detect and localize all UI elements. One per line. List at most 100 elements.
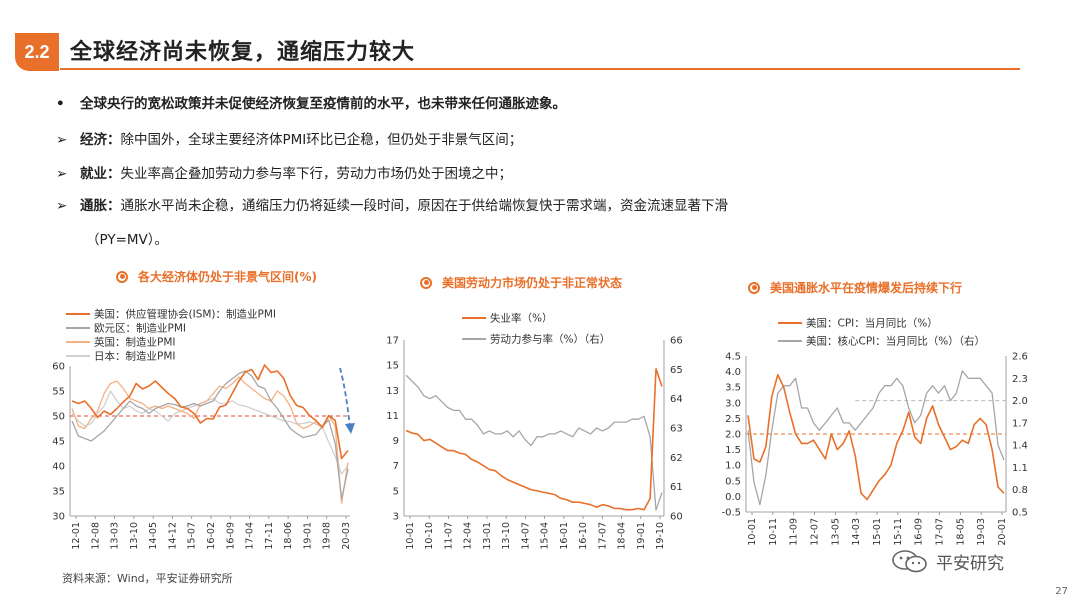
legend-label: 欧元区：制造业PMI: [94, 322, 186, 335]
y-tick-label: 55: [52, 387, 65, 398]
x-tick-label: 20-01: [997, 518, 1008, 546]
bullet-marker: •: [56, 96, 65, 112]
x-tick-label: 13-10: [501, 522, 512, 550]
x-tick-label: 13-01: [482, 522, 493, 550]
chart-3-title: 美国通胀水平在疫情爆发后持续下行: [748, 279, 962, 296]
x-tick-label: 16-09: [225, 522, 236, 550]
chart-2-title-text: 美国劳动力市场仍处于非正常状态: [442, 276, 623, 290]
target-icon: [748, 281, 760, 294]
x-tick-label: 18-06: [283, 522, 294, 550]
y-right-tick-label: 0.5: [1012, 508, 1028, 519]
y-tick-label: 7: [393, 461, 399, 472]
x-tick-label: 13-10: [129, 522, 140, 550]
y-tick-label: 1.5: [725, 445, 741, 456]
arrow-marker-icon: ➢: [56, 132, 68, 148]
x-tick-label: 14-05: [148, 522, 159, 550]
chart-3-inflation: -0.5 0.0 0.5 1.0 1.5 2.0 2.5 3.0 3.5 4.0 4.5 0.5 0.8…: [721, 317, 1028, 546]
trend-arrow-head-icon: [345, 423, 355, 434]
bullet-2: ➢ 经济：除中国外，全球主要经济体PMI环比已企稳，但仍处于非景气区间；: [56, 128, 522, 148]
y-right-tick-label: 60: [670, 512, 683, 523]
x-tick-label: 14-12: [167, 522, 178, 550]
y-tick-label: 3.5: [725, 383, 741, 394]
series-line-1: [71, 370, 349, 500]
series-line-1: [747, 370, 1005, 506]
x-tick-label: 10-10: [424, 522, 435, 550]
y-right-tick-label: 1.4: [1012, 441, 1028, 452]
y-tick-label: 17: [386, 336, 399, 347]
y-right-tick-label: 65: [670, 365, 683, 376]
y-tick-label: 40: [52, 462, 65, 473]
y-tick-label: 45: [52, 437, 65, 448]
x-tick-label: 16-01: [559, 522, 570, 550]
watermark-text: 平安研究: [936, 553, 1004, 574]
series-line-3: [71, 390, 349, 475]
x-tick-label: 16-09: [914, 518, 925, 546]
x-tick-label: 10-01: [405, 522, 416, 550]
x-tick-label: 17-04: [245, 522, 256, 550]
y-tick-label: 4.5: [725, 352, 741, 363]
x-tick-label: 13-03: [110, 522, 121, 550]
series-line-1: [405, 374, 663, 511]
x-tick-label: 10-11: [768, 518, 779, 546]
x-tick-label: 15-04: [540, 522, 551, 550]
x-tick-label: 19-10: [655, 522, 666, 550]
trend-arrow-icon: [339, 367, 351, 429]
y-tick-label: 5: [393, 486, 399, 497]
page-number: 27: [1055, 586, 1068, 597]
watermark: 平安研究: [890, 548, 1004, 574]
bullet-4-continuation: （PY=MV）。: [86, 232, 169, 248]
legend-label: 日本：制造业PMI: [94, 350, 176, 363]
y-right-tick-label: 62: [670, 453, 683, 464]
x-tick-label: 17-11: [264, 522, 275, 550]
chart-3-title-text: 美国通胀水平在疫情爆发后持续下行: [770, 281, 963, 295]
x-tick-label: 12-07: [810, 518, 821, 546]
bullet-text: 失业率高企叠加劳动力参与率下行，劳动力市场仍处于困境之中；: [120, 166, 513, 182]
y-right-tick-label: 2.6: [1012, 352, 1028, 363]
x-tick-label: 17-07: [935, 518, 946, 546]
x-tick-label: 12-04: [463, 522, 474, 550]
x-tick-label: 12-08: [90, 522, 101, 550]
x-tick-label: 11-09: [789, 518, 800, 546]
arrow-marker-icon: ➢: [56, 198, 68, 214]
x-tick-label: 18-04: [617, 522, 628, 550]
chart-1-title: 各大经济体仍处于非景气区间(%): [116, 268, 317, 285]
x-tick-label: 19-01: [636, 522, 647, 550]
y-tick-label: 11: [386, 411, 399, 422]
target-icon: [420, 276, 432, 289]
x-tick-label: 12-01: [71, 522, 82, 550]
y-right-tick-label: 1.1: [1012, 463, 1028, 474]
section-number: 2.2: [24, 41, 50, 62]
y-tick-label: 2.5: [725, 414, 741, 425]
y-tick-label: 0.0: [725, 492, 741, 503]
x-tick-label: 16-02: [206, 522, 217, 550]
bullet-label: 通胀：: [80, 198, 121, 214]
x-tick-label: 16-10: [578, 522, 589, 550]
bullet-4: ➢ 通胀：通胀水平尚未企稳，通缩压力仍将延续一段时间，原因在于供给端恢复快于需求端…: [56, 194, 728, 214]
x-tick-label: 18-05: [955, 518, 966, 546]
legend-label: 失业率（%）: [490, 312, 552, 325]
x-tick-label: 15-01: [872, 518, 883, 546]
y-tick-label: 30: [52, 512, 65, 523]
x-tick-label: 19-08: [322, 522, 333, 550]
legend-label: 英国：制造业PMI: [94, 336, 176, 349]
legend-label: 劳动力参与率（%）（右）: [490, 333, 610, 346]
series-line-0: [71, 364, 349, 460]
y-tick-label: 4.0: [725, 367, 741, 378]
x-tick-label: 14-07: [520, 522, 531, 550]
title-rule: [60, 68, 1020, 70]
y-tick-label: 3: [393, 512, 399, 523]
x-tick-label: 11-07: [443, 522, 454, 550]
series-line-0: [405, 368, 663, 511]
x-tick-label: 19-03: [976, 518, 987, 546]
y-right-tick-label: 61: [670, 482, 683, 493]
x-tick-label: 14-03: [851, 518, 862, 546]
y-right-tick-label: 66: [670, 336, 683, 347]
y-tick-label: 60: [52, 362, 65, 373]
source-note: 资料来源：Wind，平安证券研究所: [62, 572, 233, 585]
series-line-2: [71, 376, 349, 504]
y-right-tick-label: 2.3: [1012, 374, 1028, 385]
y-right-tick-label: 1.7: [1012, 418, 1028, 429]
y-tick-label: 2.0: [725, 430, 741, 441]
bullet-text: 除中国外，全球主要经济体PMI环比已企稳，但仍处于非景气区间；: [120, 132, 523, 148]
legend-label: 美国：供应管理协会(ISM)：制造业PMI: [94, 308, 276, 321]
